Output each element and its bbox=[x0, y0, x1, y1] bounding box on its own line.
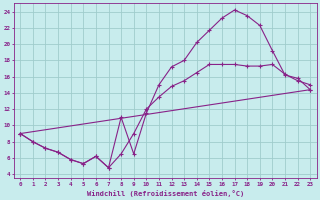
X-axis label: Windchill (Refroidissement éolien,°C): Windchill (Refroidissement éolien,°C) bbox=[87, 190, 244, 197]
